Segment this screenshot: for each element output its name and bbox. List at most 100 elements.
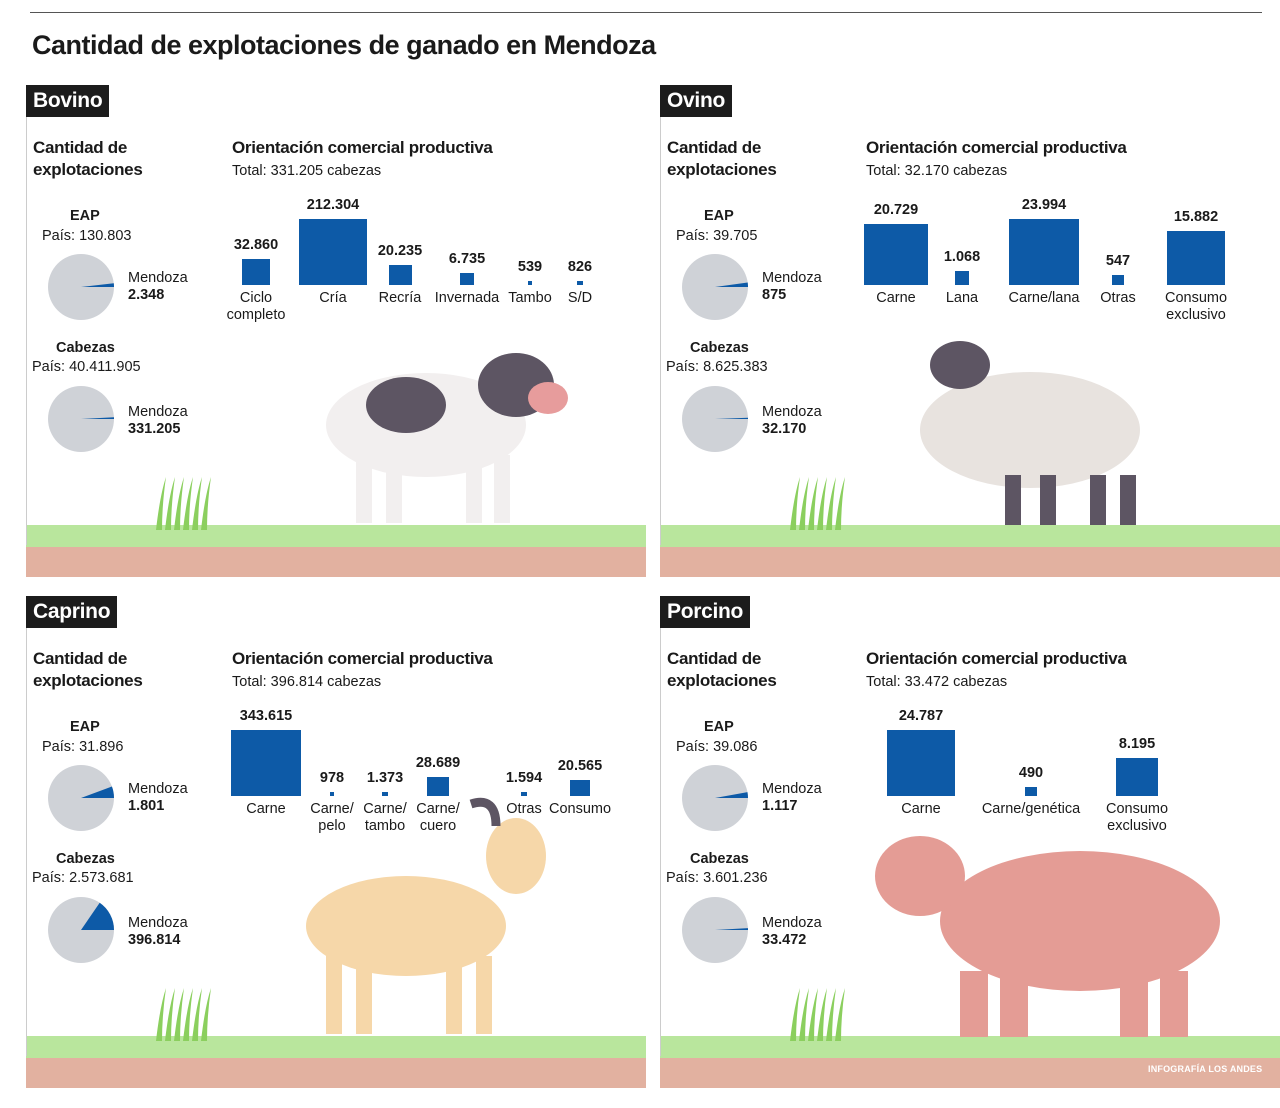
eap-label: EAP <box>704 208 734 224</box>
bar-category-label: Consumo exclusivo <box>1106 801 1168 835</box>
grass-blade <box>201 477 211 530</box>
page-title: Cantidad de explotaciones de ganado en M… <box>32 30 656 60</box>
cabezas-label: Cabezas <box>690 851 749 867</box>
grass-blade <box>835 988 845 1041</box>
bar-category-label: Recría <box>379 290 422 307</box>
grass-blade <box>835 477 845 530</box>
sheep-body <box>920 372 1140 488</box>
bar-category-line: Consumo <box>1105 801 1169 817</box>
cabezas-pie <box>48 897 114 963</box>
grass-blade <box>808 477 818 530</box>
eap-pie-mendoza-slice <box>81 283 114 287</box>
bar-value-label: 23.994 <box>1021 197 1067 213</box>
bar-category-label: Carne <box>246 801 286 818</box>
grass-strip <box>660 1036 1280 1058</box>
bar-category-line: completo <box>226 307 286 323</box>
goat-body <box>306 876 506 976</box>
eap-label: EAP <box>704 719 734 735</box>
cabezas-mendoza-label: Mendoza <box>128 404 188 420</box>
pig-leg <box>960 971 988 1037</box>
bar-category-line: Ciclo <box>239 290 273 306</box>
bar-value-label: 343.615 <box>239 708 293 724</box>
cabezas-label: Cabezas <box>56 340 115 356</box>
goat-horn <box>469 797 501 827</box>
bar-category-label: Invernada <box>435 290 500 307</box>
panel-badge: Porcino <box>660 596 751 628</box>
scene-background <box>26 626 646 1088</box>
grass-blade <box>790 477 800 530</box>
panel-rule <box>660 626 661 1056</box>
cabezas-pais: País: 40.411.905 <box>32 359 141 375</box>
bar-category-label: S/D <box>568 290 592 307</box>
goat-leg <box>446 956 462 1034</box>
bar-1 <box>955 271 969 285</box>
eap-mendoza-label: Mendoza <box>762 270 822 286</box>
grass-blade <box>817 477 827 530</box>
bar-category-line: Consumo <box>548 801 612 817</box>
grass-blade <box>192 988 202 1041</box>
cantidad-title-line2: explotaciones <box>667 671 777 690</box>
cantidad-title-line1: Cantidad de <box>33 138 127 157</box>
cow-leg <box>466 455 482 523</box>
grass-blade <box>156 477 166 530</box>
bar-2 <box>1116 758 1158 796</box>
bar-1 <box>1025 786 1037 796</box>
bar-category-label: Carne/pelo <box>310 801 354 835</box>
cow-leg <box>386 455 402 523</box>
cabezas-pie-mendoza-slice <box>715 417 748 419</box>
bar-category-line: Carne/ <box>310 801 354 817</box>
eap-mendoza-value: 875 <box>762 287 787 303</box>
eap-mendoza-value: 2.348 <box>128 287 165 303</box>
goat-head <box>486 818 546 894</box>
cabezas-pie-mendoza-slice <box>81 902 114 930</box>
orientacion-total: Total: 396.814 cabezas <box>232 674 382 690</box>
bar-value-label: 15.882 <box>1173 209 1219 226</box>
bar-value-label: 1.594 <box>505 769 543 786</box>
ground-strip <box>660 547 1280 577</box>
cabezas-pais: País: 3.601.236 <box>666 870 768 886</box>
bar-category-label: Ciclo completo <box>227 290 286 324</box>
pig-leg <box>1160 971 1188 1037</box>
cow-leg <box>494 455 510 523</box>
orientacion-total: Total: 32.170 cabezas <box>866 163 1008 179</box>
bar-0 <box>864 223 928 285</box>
orientacion-title: Orientación comercial productiva <box>232 649 493 668</box>
sheep-leg <box>1005 475 1021 525</box>
bar-category-line: Recría <box>378 290 422 306</box>
bar-3 <box>1112 275 1124 285</box>
cabezas-pie <box>682 897 748 963</box>
bar-0 <box>231 730 301 796</box>
grass-blade <box>826 988 836 1041</box>
eap-mendoza-label: Mendoza <box>762 781 822 797</box>
cow-leg <box>356 455 372 523</box>
panel-rule <box>660 115 661 545</box>
panel-badge: Bovino <box>26 85 110 117</box>
eap-label: EAP <box>70 719 100 735</box>
bar-2 <box>388 264 412 285</box>
scene-background <box>26 115 646 577</box>
eap-pie <box>682 254 748 320</box>
bar-category-label: Carne <box>876 290 916 307</box>
bar-value-label: 8.195 <box>1118 736 1156 753</box>
grass-blade <box>201 988 211 1041</box>
cantidad-title-line2: explotaciones <box>667 160 777 179</box>
eap-pais: País: 39.705 <box>676 228 758 244</box>
bar-category-label: Tambo <box>508 290 552 307</box>
orientacion-title: Orientación comercial productiva <box>232 138 493 157</box>
grass-blade <box>790 988 800 1041</box>
eap-pie <box>682 765 748 831</box>
bar-category-label: Otras <box>506 801 541 818</box>
grass-strip <box>660 525 1280 547</box>
grass-blade <box>826 477 836 530</box>
grass-blade <box>174 988 184 1041</box>
bar-category-line: Cría <box>319 290 347 306</box>
grass-blade <box>817 988 827 1041</box>
eap-mendoza-value: 1.801 <box>128 798 165 814</box>
cabezas-pie-mendoza-slice <box>715 928 748 930</box>
cabezas-label: Cabezas <box>56 851 115 867</box>
bar-category-line: Invernada <box>434 290 500 306</box>
bar-category-line: Consumo <box>1164 290 1228 306</box>
bar-category-line: Carne <box>901 801 941 817</box>
scene-background <box>660 626 1280 1088</box>
goat-leg <box>476 956 492 1034</box>
